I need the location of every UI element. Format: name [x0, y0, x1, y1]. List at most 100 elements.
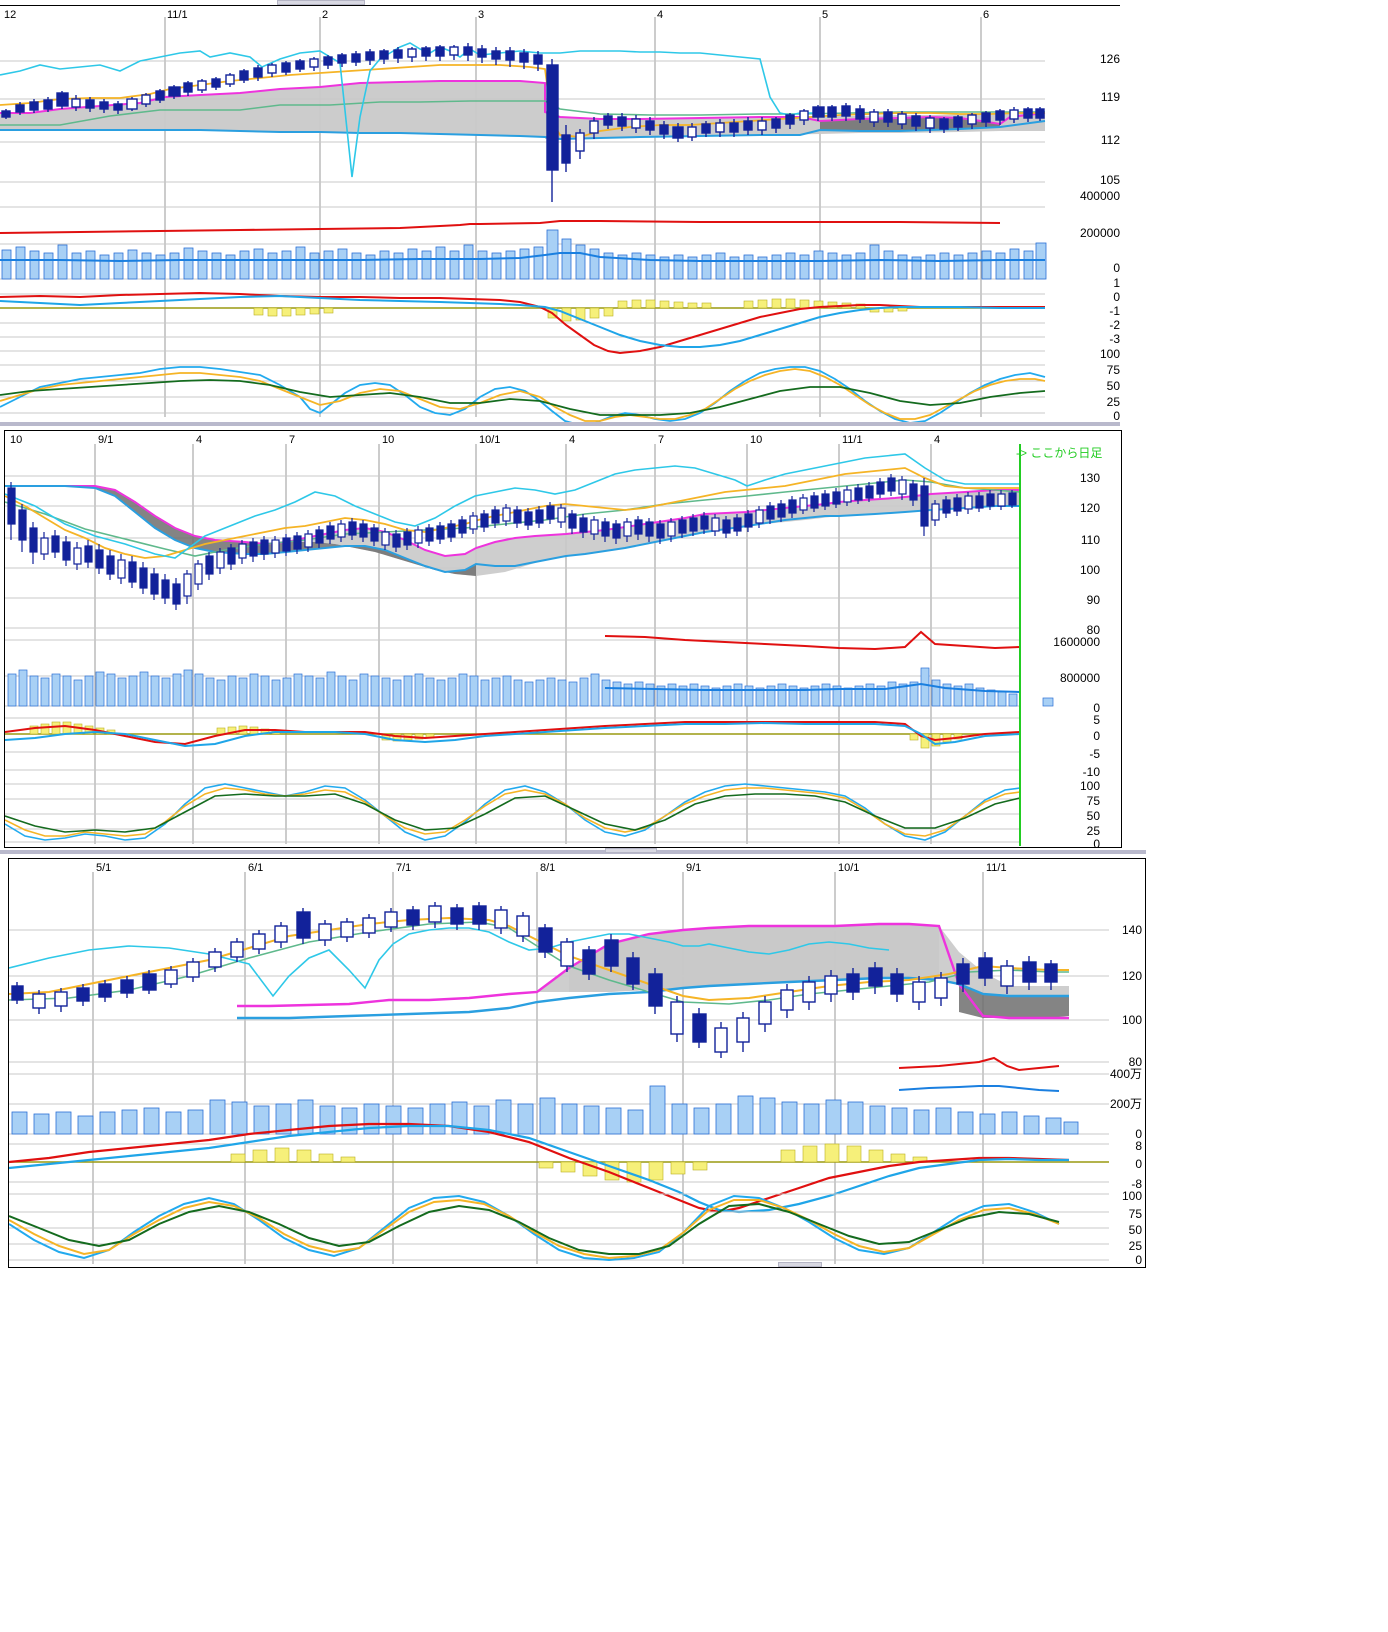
xtick-label: 4 [196, 434, 203, 446]
ytick-label: 800000 [1059, 671, 1100, 685]
middle-chart-svg [5, 444, 1054, 844]
top-chart-xaxis: 12 11/1 2 3 4 5 6 [0, 7, 1120, 23]
ytick-label: 0 [1135, 1127, 1142, 1141]
candlestick-series [1, 43, 1045, 202]
xtick-label: 5 [822, 9, 829, 21]
xtick-label: 11/1 [842, 434, 863, 446]
ytick-label: -1 [1109, 304, 1120, 318]
ytick-label: 25 [1086, 824, 1100, 838]
stochastic-slow [0, 379, 1046, 416]
stochastic-d [5, 787, 1021, 837]
ytick-label: 25 [1106, 395, 1120, 409]
ichimoku-cloud-bull [5, 486, 1020, 576]
ytick-label: 1 [1113, 276, 1120, 290]
ytick-label: 100 [1121, 1013, 1142, 1027]
ytick-label: 8 [1135, 1139, 1142, 1153]
ytick-label: 90 [1086, 593, 1100, 607]
ichimoku-chikou [5, 453, 1020, 559]
xtick-label: 9/1 [686, 862, 702, 874]
ytick-label: 50 [1128, 1223, 1142, 1237]
ytick-label: 200万 [1109, 1097, 1142, 1111]
ytick-label: 120 [1121, 969, 1142, 983]
ytick-label: 80 [1086, 623, 1100, 637]
volume-bars [7, 667, 1054, 707]
volume-ma-long [0, 220, 1001, 234]
ytick-label: 400000 [1079, 189, 1120, 203]
xtick-label: 4 [934, 434, 941, 446]
bottom-chart-plot [9, 872, 1145, 1267]
top-scrollbar-nub[interactable] [277, 0, 365, 5]
ytick-label: 80 [1128, 1055, 1142, 1069]
xtick-label: 12 [4, 9, 17, 21]
macd-signal [0, 294, 1045, 348]
ytick-label: 100 [1121, 1189, 1142, 1203]
bottom-chart-xaxis: 5/1 6/1 7/1 8/1 9/1 10/1 11/1 [8, 860, 1146, 876]
ytick-label: 119 [1100, 90, 1120, 104]
ytick-label: 0 [1135, 1253, 1142, 1267]
ytick-label: 105 [1099, 173, 1120, 187]
bottom-chart-panel[interactable]: 5/1 6/1 7/1 8/1 9/1 10/1 11/1 [8, 858, 1146, 1268]
top-chart-plot [0, 17, 1120, 423]
volume-ma-short [604, 682, 1021, 693]
ytick-label: 130 [1079, 471, 1100, 485]
middle-chart-plot [5, 444, 1121, 847]
ytick-label: 120 [1079, 501, 1100, 515]
ichimoku-span-b [5, 485, 1020, 574]
ytick-label: 0 [1093, 837, 1100, 851]
stochastic-k [9, 1194, 1060, 1262]
ytick-label: 75 [1086, 794, 1100, 808]
xtick-label: 7 [658, 434, 665, 446]
ytick-label: 0 [1113, 409, 1120, 423]
ytick-label: 112 [1100, 133, 1120, 147]
stochastic-d [9, 1198, 1060, 1260]
panel-separator-2 [0, 850, 1146, 854]
ytick-label: 110 [1080, 533, 1100, 547]
volume-bars [11, 1085, 1079, 1135]
middle-chart-panel[interactable]: 10 9/1 4 7 10 10/1 4 7 10 11/1 4 -> ここから… [4, 430, 1122, 851]
ytick-label: 400万 [1109, 1067, 1142, 1081]
stochastic-d [0, 368, 1046, 422]
volume-ma-short [0, 252, 1045, 263]
ytick-label: 0 [1093, 729, 1100, 743]
xtick-label: 10/1 [479, 434, 501, 446]
xtick-label: 3 [478, 9, 485, 21]
top-chart-svg [0, 17, 1047, 423]
macd-signal [9, 1124, 1069, 1214]
top-chart-panel[interactable]: 12 11/1 2 3 4 5 6 [0, 5, 1120, 423]
xtick-label: 6/1 [248, 862, 264, 874]
middle-scrollbar-nub[interactable] [605, 848, 657, 853]
ichimoku-span-b [0, 120, 1046, 141]
ichimoku-cloud-bear [959, 984, 1069, 1018]
ytick-label: -3 [1109, 332, 1120, 346]
macd-signal [5, 721, 1021, 748]
xtick-label: 5/1 [96, 862, 112, 874]
ytick-label: 0 [1113, 290, 1120, 304]
ytick-label: 100 [1079, 779, 1100, 793]
xtick-label: 10 [10, 434, 23, 446]
ytick-label: -8 [1131, 1177, 1142, 1191]
ytick-label: 50 [1086, 809, 1100, 823]
ytick-label: 140 [1121, 923, 1142, 937]
candlestick-series [11, 902, 1058, 1058]
ytick-label: 200000 [1079, 226, 1120, 240]
ytick-label: 0 [1113, 261, 1120, 275]
candlestick-series [7, 474, 1017, 610]
macd-line [9, 1122, 1070, 1214]
ichimoku-chikou [0, 42, 820, 178]
ytick-label: 1600000 [1053, 635, 1100, 649]
ichimoku-kijun [9, 921, 1069, 1005]
stochastic-slow [5, 793, 1021, 833]
ytick-label: 0 [1093, 701, 1100, 715]
ytick-label: 100 [1079, 563, 1100, 577]
xtick-label: 7 [289, 434, 296, 446]
ichimoku-tenkan [9, 916, 1069, 1002]
xtick-label: 2 [322, 9, 329, 21]
xtick-label: 10 [382, 434, 395, 446]
middle-chart-frame [4, 430, 1122, 848]
xtick-label: 7/1 [396, 862, 412, 874]
middle-chart-xaxis: 10 9/1 4 7 10 10/1 4 7 10 11/1 4 [4, 432, 1122, 448]
ytick-label: -2 [1109, 318, 1120, 332]
bottom-scrollbar-nub[interactable] [778, 1262, 822, 1267]
ytick-label: 75 [1128, 1207, 1142, 1221]
